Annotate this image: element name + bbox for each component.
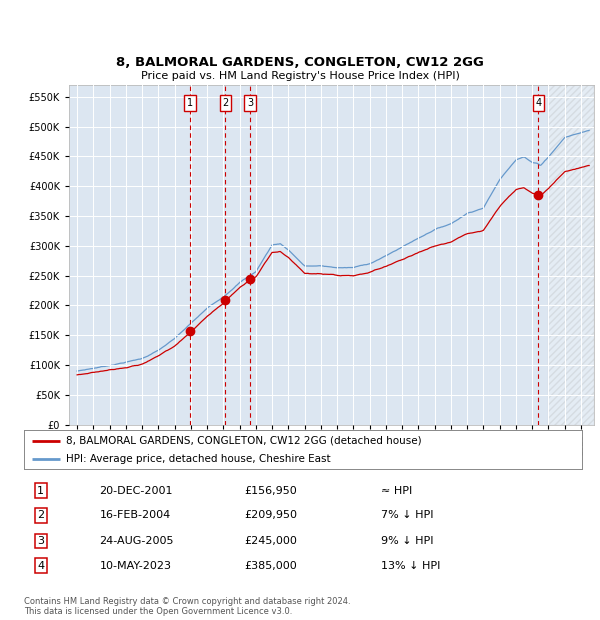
- Text: Contains HM Land Registry data © Crown copyright and database right 2024.
This d: Contains HM Land Registry data © Crown c…: [24, 596, 350, 616]
- Text: 3: 3: [247, 98, 253, 108]
- Bar: [548, 85, 594, 425]
- Text: 7% ↓ HPI: 7% ↓ HPI: [381, 510, 434, 520]
- Text: 8, BALMORAL GARDENS, CONGLETON, CW12 2GG: 8, BALMORAL GARDENS, CONGLETON, CW12 2GG: [116, 56, 484, 68]
- Text: HPI: Average price, detached house, Cheshire East: HPI: Average price, detached house, Ches…: [66, 454, 331, 464]
- Text: 4: 4: [535, 98, 541, 108]
- Text: 13% ↓ HPI: 13% ↓ HPI: [381, 560, 440, 570]
- Text: 20-DEC-2001: 20-DEC-2001: [100, 486, 173, 496]
- Text: 1: 1: [37, 486, 44, 496]
- Text: Price paid vs. HM Land Registry's House Price Index (HPI): Price paid vs. HM Land Registry's House …: [140, 71, 460, 81]
- Text: 24-AUG-2005: 24-AUG-2005: [100, 536, 174, 546]
- Text: 1: 1: [187, 98, 193, 108]
- Text: 3: 3: [37, 536, 44, 546]
- Text: £245,000: £245,000: [244, 536, 297, 546]
- Text: 9% ↓ HPI: 9% ↓ HPI: [381, 536, 434, 546]
- Bar: [548, 85, 594, 425]
- Text: 2: 2: [37, 510, 44, 520]
- Text: £209,950: £209,950: [244, 510, 298, 520]
- Text: ≈ HPI: ≈ HPI: [381, 486, 412, 496]
- Text: 2: 2: [223, 98, 229, 108]
- Text: £385,000: £385,000: [244, 560, 297, 570]
- Text: 4: 4: [37, 560, 44, 570]
- Text: 16-FEB-2004: 16-FEB-2004: [100, 510, 170, 520]
- Text: 8, BALMORAL GARDENS, CONGLETON, CW12 2GG (detached house): 8, BALMORAL GARDENS, CONGLETON, CW12 2GG…: [66, 436, 421, 446]
- Text: 10-MAY-2023: 10-MAY-2023: [100, 560, 172, 570]
- Text: £156,950: £156,950: [244, 486, 297, 496]
